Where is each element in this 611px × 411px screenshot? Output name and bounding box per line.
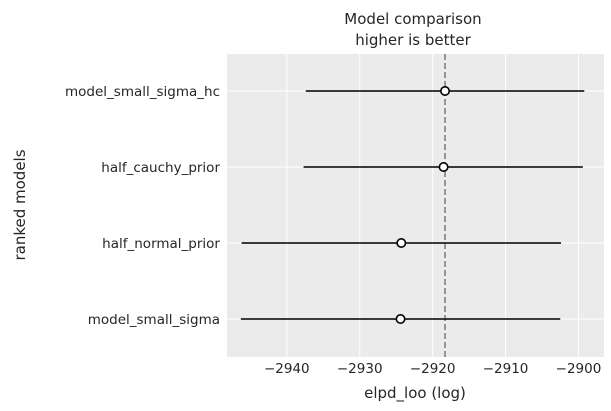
point-model_small_sigma_hc xyxy=(440,86,451,97)
x-tick-label: −2910 xyxy=(483,361,529,377)
chart-title-line-2: higher is better xyxy=(355,31,471,49)
x-tick-label: −2920 xyxy=(410,361,456,377)
x-tick-label: −2940 xyxy=(264,361,310,377)
point-half_normal_prior xyxy=(396,238,407,249)
category-label: half_cauchy_prior xyxy=(101,160,220,176)
category-label: half_normal_prior xyxy=(102,236,220,252)
point-model_small_sigma xyxy=(395,313,406,324)
y-axis-label: ranked models xyxy=(11,149,29,260)
plot-area xyxy=(227,54,604,357)
x-tick-label: −2930 xyxy=(337,361,383,377)
data-marks xyxy=(240,86,585,324)
x-tick-labels: −2940 −2930 −2920 −2910 −2900 xyxy=(264,361,601,377)
category-label: model_small_sigma xyxy=(88,312,220,328)
x-axis-label: elpd_loo (log) xyxy=(364,384,466,403)
point-half_cauchy_prior xyxy=(438,162,449,173)
category-label: model_small_sigma_hc xyxy=(65,84,220,100)
y-category-labels: model_small_sigma_hc half_cauchy_priorhal… xyxy=(65,84,220,328)
chart-title-line-1: Model comparison xyxy=(344,10,481,28)
x-tick-label: −2900 xyxy=(556,361,602,377)
